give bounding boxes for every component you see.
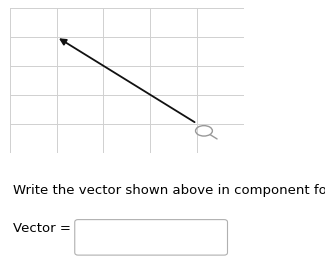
Text: Vector =: Vector = (13, 222, 71, 235)
Text: Write the vector shown above in component form.: Write the vector shown above in componen… (13, 184, 325, 197)
